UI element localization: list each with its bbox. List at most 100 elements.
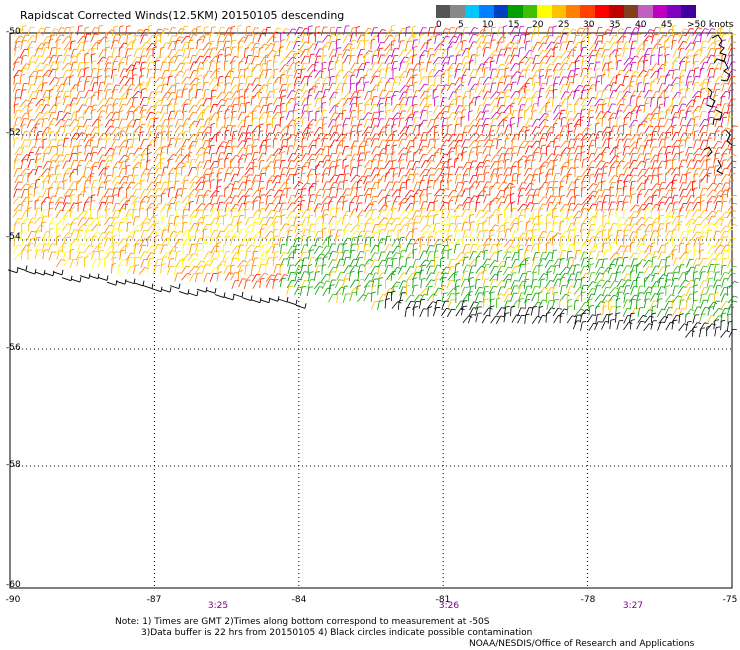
wind-barb <box>62 195 70 205</box>
wind-barb <box>119 182 128 191</box>
wind-barb <box>727 202 738 211</box>
wind-barb <box>118 217 127 227</box>
wind-barb <box>138 207 144 219</box>
wind-barb <box>258 207 266 218</box>
wind-barb <box>188 166 197 176</box>
wind-barb <box>215 41 223 51</box>
wind-barb <box>19 48 29 58</box>
wind-barb <box>418 145 428 155</box>
wind-barb <box>28 90 38 100</box>
wind-barb <box>559 33 568 43</box>
wind-barb <box>132 39 137 50</box>
wind-barb <box>728 180 734 191</box>
wind-barb <box>601 49 609 58</box>
wind-barb <box>55 160 63 170</box>
wind-barb <box>287 272 295 282</box>
wind-barb <box>139 195 150 204</box>
wind-barb <box>76 139 85 149</box>
wind-barb <box>476 151 483 162</box>
wind-barb <box>461 74 467 85</box>
wind-barb <box>609 223 617 233</box>
lon-label: -78 <box>580 595 596 605</box>
legend-swatch <box>609 5 624 18</box>
wind-barb <box>167 250 176 260</box>
wind-barb <box>657 173 663 184</box>
wind-barb <box>574 249 581 260</box>
wind-barb-contaminated <box>196 287 208 293</box>
wind-barb <box>587 97 597 106</box>
wind-barb <box>483 194 491 204</box>
wind-barb <box>47 167 54 177</box>
wind-barb <box>103 188 113 197</box>
wind-barb <box>202 173 210 184</box>
wind-barb <box>546 271 552 282</box>
wind-barb <box>726 209 736 218</box>
wind-barb <box>392 118 399 128</box>
wind-barb <box>152 207 159 218</box>
wind-barb <box>48 131 55 142</box>
wind-barb <box>54 67 60 78</box>
wind-barb-contaminated <box>223 294 235 301</box>
wind-barb <box>285 110 294 120</box>
wind-barb <box>76 164 82 176</box>
wind-barb <box>391 257 398 268</box>
wind-barb <box>62 137 70 148</box>
wind-barb <box>217 158 224 169</box>
wind-barb <box>208 32 215 43</box>
wind-barb <box>35 103 45 113</box>
wind-barb <box>538 118 549 127</box>
wind-barb <box>48 88 54 100</box>
wind-barb <box>139 173 147 183</box>
wind-barb <box>524 244 533 254</box>
wind-barb <box>399 250 406 261</box>
wind-barb <box>217 76 224 86</box>
wind-barb <box>258 272 269 281</box>
legend-swatch <box>522 5 538 18</box>
wind-barb <box>481 42 491 51</box>
wind-barb <box>202 259 213 268</box>
wind-barb <box>27 159 35 169</box>
wind-barb <box>188 88 194 99</box>
wind-barb <box>237 24 242 36</box>
wind-barb <box>475 125 483 135</box>
wind-barb <box>152 248 158 260</box>
wind-barb <box>139 104 148 114</box>
wind-barb <box>70 111 78 121</box>
wind-barb <box>553 46 559 57</box>
wind-barb <box>699 187 707 197</box>
wind-barb <box>489 243 497 254</box>
wind-barb <box>42 138 47 149</box>
wind-barb <box>20 200 26 212</box>
wind-barb <box>544 280 555 289</box>
wind-barb <box>336 258 345 268</box>
wind-barb <box>104 147 114 157</box>
wind-barb <box>194 138 202 148</box>
wind-barb <box>412 284 419 295</box>
wind-barb <box>699 88 706 99</box>
wind-barb <box>706 137 713 148</box>
wind-barb <box>476 145 482 156</box>
wind-barb <box>145 111 155 121</box>
wind-barb <box>12 82 21 92</box>
wind-barb <box>70 61 78 72</box>
wind-barb <box>34 237 41 247</box>
wind-barb <box>20 118 28 128</box>
wind-barb <box>545 110 553 121</box>
wind-barb <box>511 138 517 149</box>
wind-barb <box>518 47 524 58</box>
wind-barb <box>595 201 603 211</box>
wind-barb <box>341 49 351 59</box>
wind-barb <box>75 110 81 121</box>
legend-swatch <box>623 5 639 18</box>
wind-barb <box>250 42 260 52</box>
wind-barb-contaminated <box>268 296 280 302</box>
wind-barb <box>47 187 54 198</box>
wind-barb <box>195 68 203 78</box>
wind-barb <box>405 284 411 296</box>
wind-barb <box>146 42 156 51</box>
wind-barb <box>230 195 239 205</box>
wind-barb <box>322 214 329 225</box>
wind-barb <box>62 145 68 156</box>
wind-barb <box>216 230 225 240</box>
wind-barb <box>104 195 113 205</box>
